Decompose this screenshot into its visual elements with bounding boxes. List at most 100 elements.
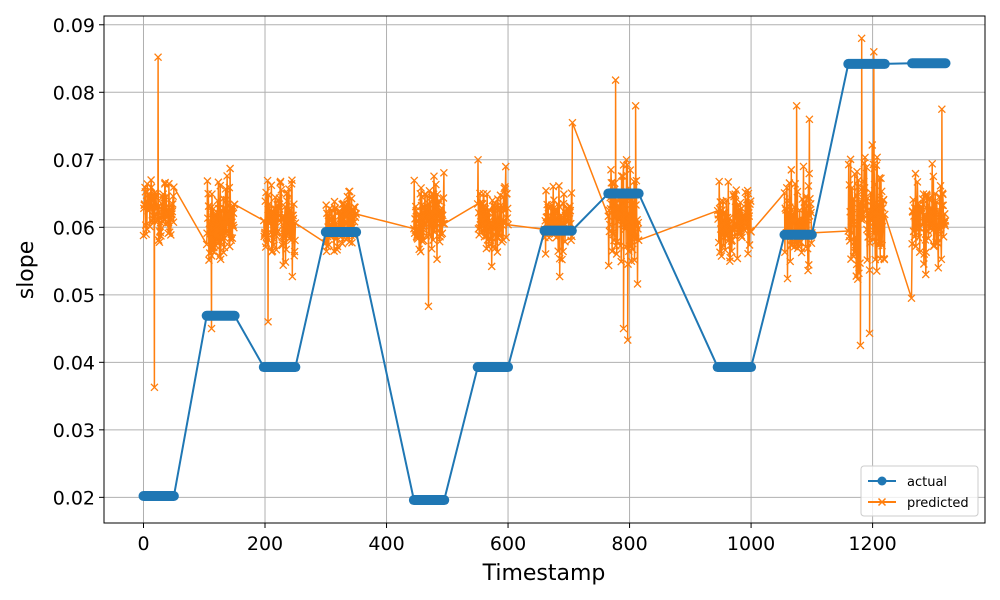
predicted-point [261, 197, 270, 206]
predicted-point [144, 206, 153, 215]
predicted-point [281, 258, 290, 267]
y-tick-label: 0.09 [53, 15, 95, 37]
predicted-point [921, 270, 930, 279]
predicted-point [744, 189, 753, 198]
predicted-point [925, 193, 934, 202]
predicted-point [908, 239, 917, 248]
predicted-point [861, 153, 869, 162]
predicted-point [790, 203, 799, 211]
predicted-point [863, 194, 872, 203]
predicted-point [426, 207, 435, 216]
predicted-point [862, 163, 871, 172]
predicted-point [804, 260, 813, 269]
predicted-point [342, 213, 351, 222]
predicted-point [417, 183, 426, 192]
predicted-point [807, 239, 816, 248]
predicted-point [202, 240, 211, 249]
predicted-point [929, 172, 938, 181]
predicted-point [621, 225, 630, 233]
predicted-point [439, 219, 448, 228]
predicted-point [930, 201, 939, 210]
predicted-point [746, 197, 755, 206]
predicted-point [911, 169, 920, 178]
predicted-point [845, 236, 854, 245]
predicted-point [870, 180, 879, 189]
predicted-point [878, 216, 887, 225]
predicted-point [204, 256, 213, 265]
predicted-point [623, 336, 632, 345]
x-tick-label: 800 [611, 533, 647, 555]
legend-predicted-label: predicted [907, 496, 969, 511]
predicted-point [877, 187, 886, 196]
predicted-point [225, 183, 234, 192]
series-predicted [139, 34, 950, 392]
predicted-point [229, 221, 238, 230]
predicted-point [289, 211, 298, 220]
predicted-point [425, 231, 434, 240]
actual-line [143, 62, 946, 501]
predicted-point [785, 221, 794, 230]
predicted-point [919, 200, 928, 209]
predicted-point [555, 272, 564, 281]
x-tick-label: 200 [247, 533, 283, 555]
predicted-point [782, 183, 791, 192]
predicted-point [169, 192, 178, 201]
y-tick-label: 0.05 [53, 285, 95, 307]
predicted-point [265, 217, 274, 226]
predicted-point [290, 247, 299, 256]
predicted-point [541, 249, 550, 258]
predicted-point [860, 183, 869, 192]
predicted-point [207, 251, 216, 260]
predicted-point [738, 233, 746, 242]
predicted-point [865, 329, 874, 338]
predicted-point [931, 189, 940, 198]
predicted-point [728, 236, 737, 245]
predicted-point [857, 215, 866, 224]
predicted-point [939, 201, 948, 210]
predicted-point [503, 204, 512, 213]
y-tick-label: 0.06 [53, 217, 95, 239]
predicted-point [162, 193, 171, 202]
predicted-point [853, 167, 861, 176]
predicted-point [781, 204, 790, 213]
x-tick-label: 1200 [848, 533, 896, 555]
predicted-point [284, 185, 293, 193]
predicted-point [932, 198, 941, 207]
predicted-point [632, 201, 640, 209]
predicted-point [291, 219, 300, 228]
predicted-point [147, 183, 156, 192]
predicted-point [169, 183, 178, 192]
predicted-point [932, 238, 940, 247]
predicted-point [850, 220, 858, 229]
predicted-point [786, 257, 795, 266]
predicted-point [285, 228, 294, 237]
predicted-point [856, 259, 865, 268]
predicted-point [732, 186, 741, 194]
predicted-point [868, 141, 877, 149]
predicted-point [613, 237, 622, 246]
predicted-point [159, 203, 168, 212]
predicted-point [878, 204, 887, 212]
x-tick-label: 0 [137, 533, 149, 555]
predicted-point [275, 204, 284, 213]
predicted-point [206, 203, 215, 212]
predicted-point [147, 176, 156, 184]
predicted-point [213, 196, 222, 205]
predicted-point [291, 236, 299, 245]
predicted-point [792, 101, 801, 110]
predicted-point [744, 249, 753, 258]
predicted-point [475, 223, 484, 232]
predicted-point [853, 275, 862, 284]
predicted-point [804, 182, 813, 190]
predicted-point [226, 233, 235, 242]
legend-actual-label: actual [907, 475, 947, 490]
predicted-point [413, 234, 422, 243]
predicted-point [722, 196, 731, 205]
predicted-point [423, 191, 432, 200]
predicted-point [880, 255, 889, 264]
predicted-point [568, 118, 577, 127]
predicted-point [791, 179, 800, 188]
predicted-point [939, 232, 948, 241]
